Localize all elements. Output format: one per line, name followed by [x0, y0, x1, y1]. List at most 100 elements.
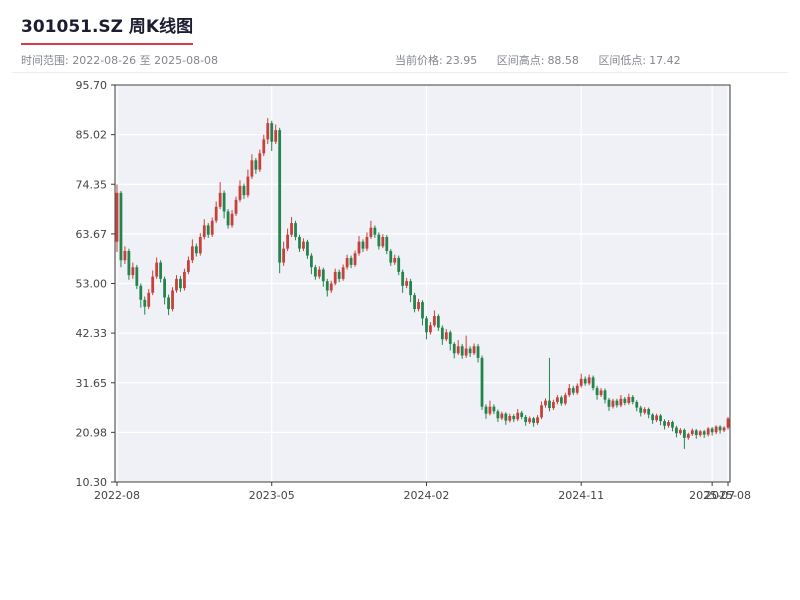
candle-body [559, 397, 563, 404]
candle-body [246, 176, 250, 196]
candle-body [599, 390, 603, 396]
candle-body [349, 257, 353, 265]
time-range-text: 时间范围: 2022-08-26 至 2025-08-08 [21, 54, 219, 67]
x-tick-label: 2025-07 [689, 489, 735, 502]
stats-row: 当前价格: 23.95 区间高点: 88.58 区间低点: 17.42 [395, 52, 697, 68]
candle-body [163, 278, 166, 298]
y-tick-label: 53.00 [76, 278, 108, 291]
candle-body [623, 398, 627, 403]
candle-body [425, 318, 428, 333]
candle-body [325, 281, 329, 291]
candle-body [468, 348, 472, 354]
candle-body [179, 278, 182, 289]
candle-body [460, 346, 464, 356]
candle-body [452, 343, 456, 354]
candle-body [357, 241, 361, 254]
candle-body [536, 417, 539, 423]
candle-body [413, 295, 416, 310]
candle-body [532, 418, 535, 423]
candle-body [310, 255, 313, 268]
candle-body [329, 283, 333, 291]
candle-body [226, 211, 230, 226]
candle-body [619, 398, 623, 406]
candle-body [444, 332, 448, 340]
range-low: 区间低点: 17.42 [598, 54, 680, 67]
candle-body [337, 271, 341, 279]
candle-body [317, 269, 321, 277]
candle-body [718, 426, 722, 431]
candle-body [679, 429, 682, 434]
y-tick-label: 95.70 [76, 79, 108, 92]
y-tick-label: 31.65 [76, 377, 108, 390]
candle-body [659, 415, 662, 422]
candle-body [262, 139, 266, 154]
header-divider [12, 72, 788, 73]
y-tick-label: 74.35 [76, 178, 108, 191]
candle-body [294, 223, 297, 238]
candle-body [175, 278, 178, 291]
candle-body [563, 395, 567, 404]
candle-body [655, 415, 658, 421]
candle-body [270, 123, 274, 142]
candle-body [714, 426, 718, 433]
candle-body [440, 327, 444, 340]
candle-body [484, 406, 488, 414]
candle-body [448, 332, 452, 344]
candle-body [313, 267, 317, 277]
candle-body [333, 271, 337, 284]
candle-body [488, 406, 492, 414]
current-price-value: 23.95 [445, 54, 478, 67]
candle-body [516, 412, 520, 420]
candle-body [345, 257, 349, 268]
candle-body [500, 413, 504, 419]
candle-body [464, 348, 468, 356]
candle-body [147, 292, 151, 307]
candle-body [210, 220, 214, 235]
candle-body [595, 388, 599, 396]
candle-body [436, 316, 440, 328]
candle-body [159, 262, 163, 279]
candle-body [274, 130, 278, 142]
candle-body [242, 185, 246, 196]
candle-body [611, 400, 615, 407]
candle-body [686, 434, 690, 438]
candle-body [615, 400, 619, 406]
candle-body [552, 402, 555, 409]
candle-body [579, 378, 583, 386]
candle-body [115, 192, 119, 242]
candle-body [512, 415, 516, 420]
candle-body [131, 267, 135, 276]
candle-body [663, 421, 666, 426]
candle-body [389, 250, 393, 263]
candle-body [377, 234, 381, 247]
range-low-label: 区间低点: [598, 54, 647, 67]
y-tick-label: 63.67 [76, 228, 108, 241]
candle-body [373, 227, 377, 235]
candle-body [361, 241, 365, 249]
candle-body [524, 416, 528, 423]
x-tick-label: 2025-08 [705, 489, 751, 502]
candle-body [278, 130, 282, 263]
candle-body [230, 213, 234, 226]
candle-body [690, 430, 694, 435]
candle-body [647, 409, 651, 415]
candle-body [190, 246, 194, 261]
candle-body [544, 400, 547, 406]
candle-body [496, 411, 500, 419]
current-price-label: 当前价格: [395, 54, 443, 67]
candle-body [143, 299, 147, 307]
candle-body [171, 290, 174, 310]
candle-body [682, 429, 686, 438]
candle-body [341, 267, 345, 279]
candle-body [567, 388, 571, 396]
candle-body [726, 418, 730, 428]
candle-body [234, 199, 238, 214]
candle-body [722, 427, 726, 431]
candle-body [591, 377, 595, 389]
candle-body [405, 281, 409, 286]
candle-body [643, 409, 647, 413]
candle-body [139, 285, 143, 300]
candle-body [401, 271, 405, 286]
candle-body [409, 281, 412, 296]
candle-body [476, 346, 480, 358]
